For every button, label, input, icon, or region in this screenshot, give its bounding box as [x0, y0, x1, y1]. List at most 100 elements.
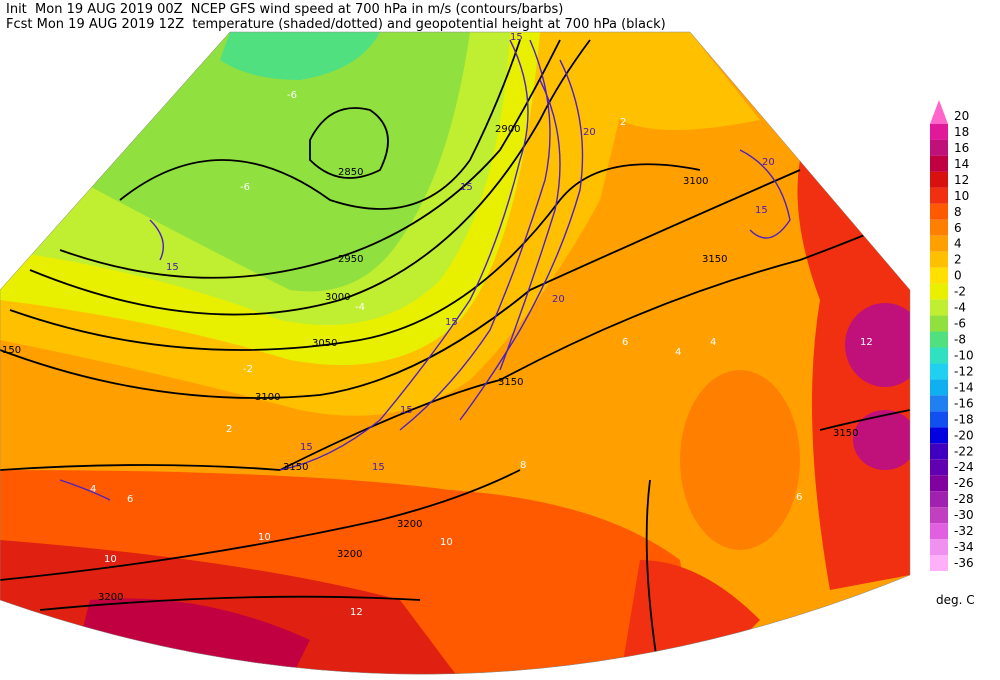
colorbar-label: -26 — [954, 476, 974, 490]
colorbar-label: -30 — [954, 508, 974, 522]
contour-label: 3000 — [325, 292, 350, 303]
colorbar-swatch — [930, 331, 948, 348]
contour-label: 3200 — [98, 592, 123, 603]
temperature-field — [797, 160, 910, 590]
colorbar-swatch — [930, 139, 948, 156]
colorbar-swatch — [930, 411, 948, 428]
colorbar-swatch — [930, 123, 948, 140]
colorbar-label: 12 — [954, 173, 969, 187]
colorbar-unit: deg. C — [936, 593, 975, 607]
colorbar-label: -2 — [954, 285, 966, 299]
temperature-label: 4 — [675, 347, 681, 358]
colorbar-swatch — [930, 539, 948, 556]
temperature-label: 4 — [710, 337, 716, 348]
colorbar-label: -18 — [954, 412, 974, 426]
colorbar-label: -8 — [954, 333, 966, 347]
temperature-label: 6 — [796, 492, 802, 503]
temperature-label: 2 — [620, 117, 626, 128]
temperature-label: 10 — [258, 532, 271, 543]
contour-label: 2900 — [495, 124, 520, 135]
colorbar-swatch — [930, 315, 948, 332]
colorbar-label: -4 — [954, 301, 966, 315]
contour-label: 150 — [2, 345, 21, 356]
header-line: Fcst Mon 19 AUG 2019 12Z temperature (sh… — [6, 17, 666, 32]
temperature-field — [853, 410, 910, 470]
contour-label: 3150 — [283, 462, 308, 473]
colorbar: 20181614121086420-2-4-6-8-10-12-14-16-18… — [930, 100, 974, 571]
temperature-label: 4 — [90, 484, 96, 495]
contour-label: 3050 — [312, 338, 337, 349]
colorbar-swatch — [930, 555, 948, 571]
colorbar-label: 14 — [954, 157, 969, 171]
colorbar-label: -34 — [954, 540, 974, 554]
colorbar-label: 8 — [954, 205, 962, 219]
map-border — [0, 31, 911, 675]
colorbar-arrow — [930, 100, 948, 124]
wind-label: 15 — [445, 317, 458, 328]
colorbar-swatch — [930, 299, 948, 316]
temperature-field — [600, 32, 760, 130]
colorbar-label: -6 — [954, 317, 966, 331]
colorbar-swatch — [930, 187, 948, 204]
temperature-label: -6 — [240, 182, 250, 193]
colorbar-swatch — [930, 251, 948, 268]
colorbar-label: -28 — [954, 492, 974, 506]
colorbar-label: 16 — [954, 141, 969, 155]
temperature-label: -6 — [287, 90, 297, 101]
colorbar-swatch — [930, 347, 948, 364]
colorbar-label: 4 — [954, 237, 962, 251]
height-contours — [0, 39, 910, 675]
temperature-field — [845, 303, 910, 387]
temperature-label: -2 — [243, 364, 253, 375]
temperature-label: 2 — [226, 424, 232, 435]
colorbar-label: 0 — [954, 269, 962, 283]
colorbar-label: -10 — [954, 348, 974, 362]
temperature-label: 8 — [520, 460, 526, 471]
colorbar-label: -14 — [954, 380, 974, 394]
temperature-label: 6 — [622, 337, 628, 348]
wind-label: 20 — [583, 127, 596, 138]
contour-label: 3100 — [683, 176, 708, 187]
wind-label: 15 — [300, 442, 313, 453]
colorbar-swatch — [930, 523, 948, 540]
colorbar-swatch — [930, 443, 948, 460]
temperature-field — [220, 32, 380, 80]
colorbar-label: -36 — [954, 556, 974, 570]
colorbar-swatch — [930, 235, 948, 252]
colorbar-swatch — [930, 155, 948, 172]
contour-label: 3150 — [833, 428, 858, 439]
colorbar-swatch — [930, 283, 948, 300]
temperature-label: 12 — [860, 337, 873, 348]
temperature-field — [680, 370, 800, 550]
contour-label: 2950 — [338, 254, 363, 265]
colorbar-label: -12 — [954, 364, 974, 378]
colorbar-swatch — [930, 379, 948, 396]
wind-label: 15 — [510, 32, 523, 43]
wind-label: 20 — [762, 157, 775, 168]
wind-label: 15 — [460, 182, 473, 193]
colorbar-label: 2 — [954, 253, 962, 267]
temperature-label: -4 — [355, 302, 365, 313]
colorbar-swatch — [930, 363, 948, 380]
contour-label: 3100 — [255, 392, 280, 403]
colorbar-swatch — [930, 475, 948, 492]
contour-label: 3150 — [702, 254, 727, 265]
colorbar-swatch — [930, 395, 948, 412]
colorbar-label: -32 — [954, 524, 974, 538]
wind-label: 15 — [166, 262, 179, 273]
colorbar-label: -22 — [954, 444, 974, 458]
colorbar-label: 20 — [954, 109, 969, 123]
colorbar-swatch — [930, 427, 948, 444]
contour-label: 3150 — [498, 377, 523, 388]
temperature-label: 10 — [104, 554, 117, 565]
colorbar-label: 6 — [954, 221, 962, 235]
temperature-label: 6 — [127, 494, 133, 505]
colorbar-swatch — [930, 491, 948, 508]
contour-label: 3200 — [337, 549, 362, 560]
colorbar-swatch — [930, 219, 948, 236]
colorbar-label: -16 — [954, 396, 974, 410]
temperature-label: 10 — [440, 537, 453, 548]
